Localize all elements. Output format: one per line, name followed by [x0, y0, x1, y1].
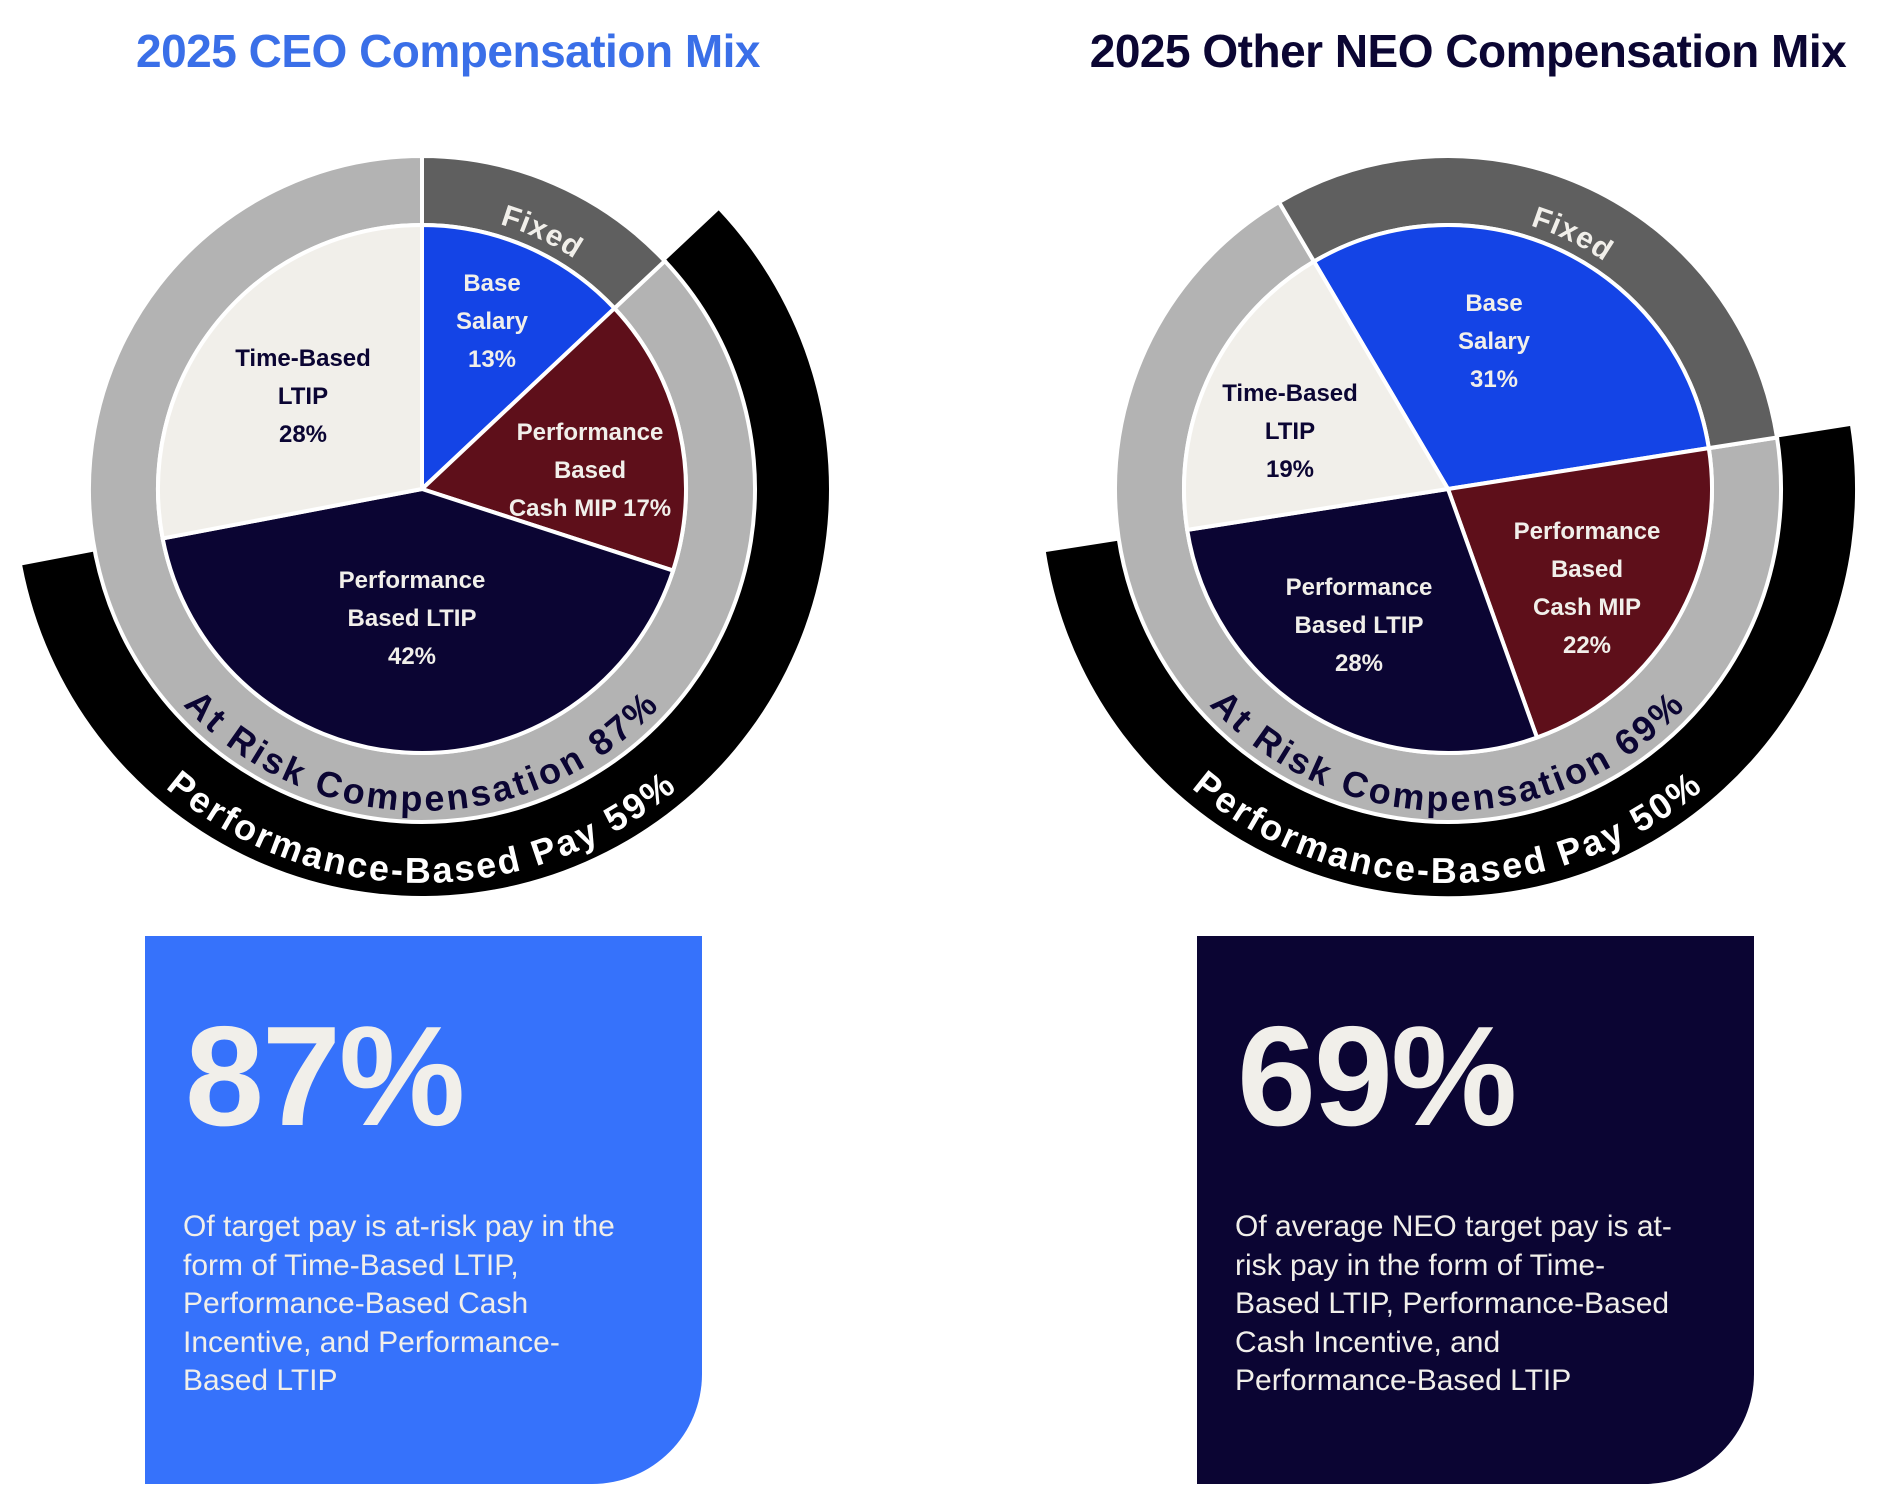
description-line: Of average NEO target pay is at-: [1235, 1210, 1672, 1243]
slice-label-line: Performance: [517, 419, 664, 446]
description-line: Of target pay is at-risk pay in the: [183, 1210, 615, 1243]
slice-label: Base Salary 31%: [1458, 290, 1531, 393]
description-line: Incentive, and Performance-: [183, 1325, 560, 1359]
slice-label-line: Based: [1551, 556, 1623, 583]
slice-label-line: 28%: [1335, 650, 1383, 677]
slice-label-line: Time-Based: [235, 345, 371, 372]
slice-label: Performance Based Cash MIP 17%: [509, 419, 671, 522]
slice-label-line: Salary: [456, 308, 529, 335]
slice-label-line: Based LTIP: [348, 605, 477, 632]
neo-at-risk-card: 69% Of average NEO target pay is at- ris…: [1197, 936, 1754, 1484]
slice-label-line: Performance: [1286, 574, 1433, 601]
pie-slice-base-salary: [420, 223, 617, 491]
slice-label-line: Cash MIP 17%: [509, 495, 671, 522]
slice-label: Time-Based LTIP 19%: [1222, 380, 1358, 483]
pie-slice-performance-based-cash-mip: [420, 306, 688, 573]
ceo-at-risk-card: 87% Of target pay is at-risk pay in the …: [145, 936, 702, 1484]
pie-slice-time-based-ltip: [156, 223, 424, 541]
slice-label-line: LTIP: [278, 383, 328, 410]
slice-label-line: Performance: [339, 567, 486, 594]
slice-label-line: Base: [463, 270, 520, 297]
slice-label-line: 19%: [1266, 456, 1314, 483]
ceo-at-risk-value: 87%: [185, 997, 465, 1156]
slice-label-line: 28%: [279, 421, 327, 448]
performance-based-pay-ring: [22, 210, 829, 896]
slice-label-line: 13%: [468, 346, 516, 373]
neo-at-risk-value: 69%: [1237, 997, 1517, 1156]
performance-based-pay-ring: [1045, 426, 1856, 897]
description-line: risk pay in the form of Time-: [1235, 1248, 1606, 1282]
slice-label-line: Base: [1465, 290, 1522, 317]
pie-slice-time-based-ltip: [1182, 259, 1450, 532]
slice-label: Performance Based LTIP 42%: [339, 567, 486, 670]
description-line: Performance-Based LTIP: [1235, 1364, 1572, 1398]
slice-label-line: Salary: [1458, 328, 1531, 355]
neo-chart-title: 2025 Other NEO Compensation Mix: [1089, 25, 1847, 77]
slice-label: Base Salary 13%: [456, 270, 529, 373]
neo-pie-chart: Base Salary 31% Performance Based Cash MIP 22%…: [1045, 154, 1856, 897]
ceo-pie-chart: Base Salary 13% Performance Based Cash MIP 17…: [22, 153, 829, 896]
description-line: Cash Incentive, and: [1235, 1325, 1501, 1359]
slice-label: Performance Based Cash MIP 22%: [1514, 518, 1661, 659]
slice-label-line: Cash MIP: [1533, 594, 1641, 621]
slice-label-line: 22%: [1563, 632, 1611, 659]
description-line: Performance-Based Cash: [183, 1287, 529, 1321]
pie-slice-performance-based-cash-mip: [1446, 446, 1714, 740]
slice-label: Performance Based LTIP 28%: [1286, 574, 1433, 677]
slice-label-line: Time-Based: [1222, 380, 1358, 407]
slice-label: Time-Based LTIP 28%: [235, 345, 371, 448]
slice-label-line: Based LTIP: [1295, 612, 1424, 639]
pie-slice-performance-based-ltip: [1185, 487, 1539, 755]
slice-label-line: Performance: [1514, 518, 1661, 545]
slice-label-line: 42%: [388, 643, 436, 670]
slice-label-line: Based: [554, 457, 626, 484]
pie-slice-performance-based-ltip: [160, 487, 676, 755]
pie-slice-base-salary: [1312, 223, 1711, 491]
ceo-at-risk-description: Of target pay is at-risk pay in the form…: [183, 1208, 615, 1401]
slice-label-line: 31%: [1470, 366, 1518, 393]
ceo-chart-title: 2025 CEO Compensation Mix: [136, 25, 761, 77]
description-line: form of Time-Based LTIP,: [183, 1248, 519, 1282]
description-line: Based LTIP: [183, 1364, 338, 1398]
neo-at-risk-description: Of average NEO target pay is at- risk pa…: [1235, 1208, 1672, 1401]
slice-label-line: LTIP: [1265, 418, 1315, 445]
description-line: Based LTIP, Performance-Based: [1235, 1287, 1670, 1321]
